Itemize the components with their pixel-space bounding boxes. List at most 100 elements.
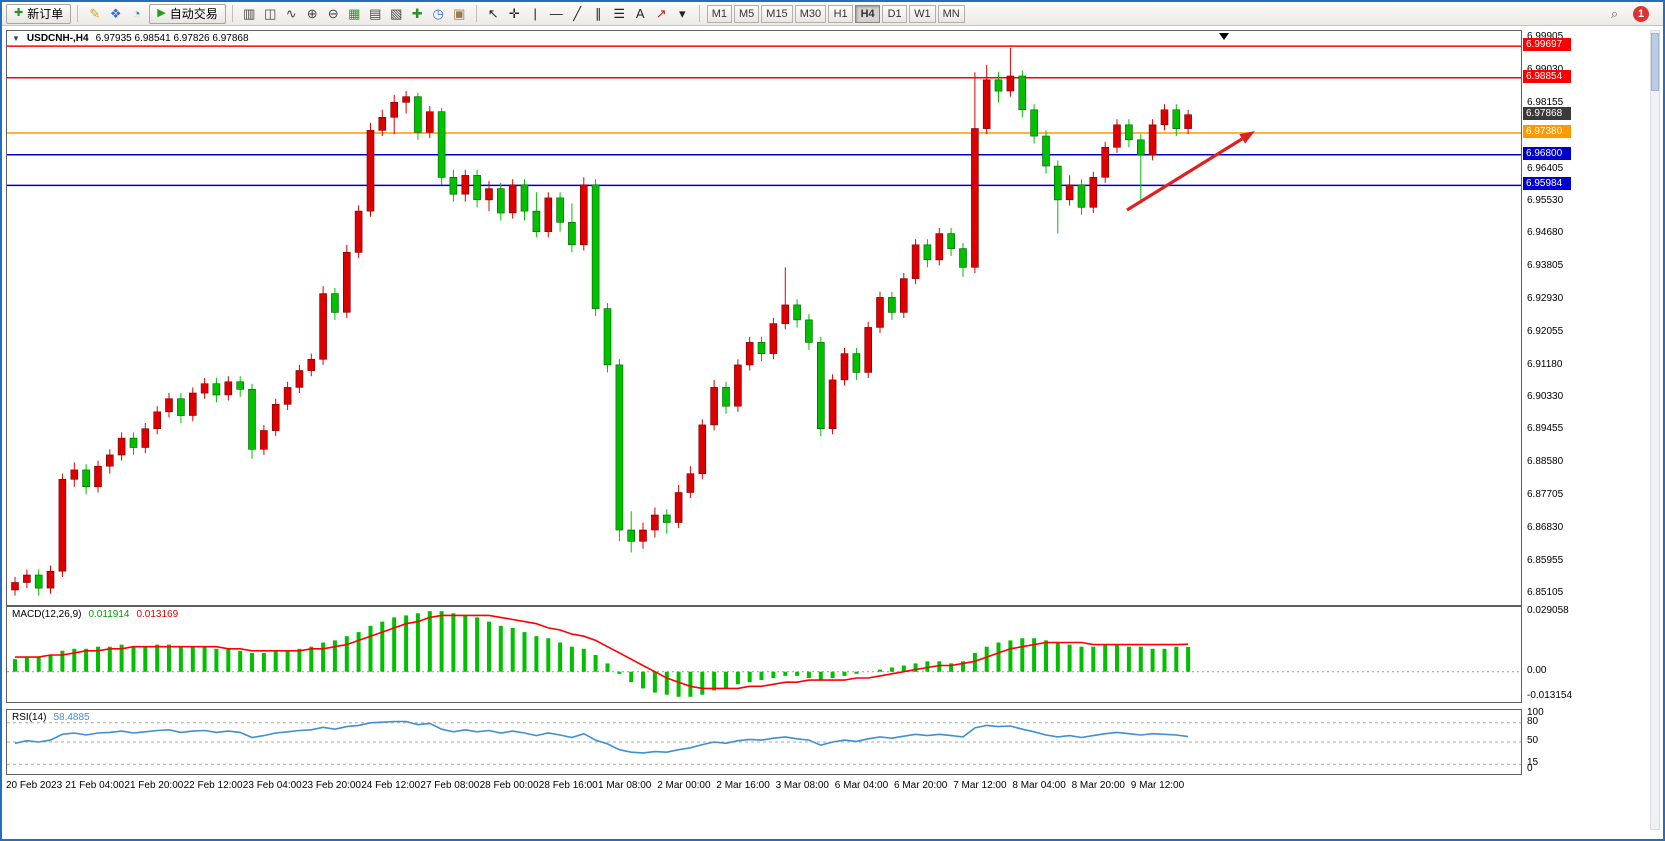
shapes-dropdown-icon[interactable]: ▾ (678, 5, 686, 21)
tab-timeframe-M15[interactable]: M15 (761, 4, 793, 23)
price-pane[interactable]: ▼ USDCNH-,H4 6.97935 6.98541 6.97826 6.9… (6, 30, 1522, 606)
templates-icon[interactable]: ▣ (453, 5, 466, 21)
time-axis-label: 20 Feb 2023 (6, 780, 63, 791)
time-axis[interactable]: 20 Feb 2023 21 Feb 04:00 21 Feb 20:00 22 Fe… (6, 778, 1522, 796)
crosshair-icon[interactable]: ✛ (508, 5, 520, 21)
time-axis-label: 3 Mar 08:00 (775, 780, 829, 791)
price-scale-label: 6.94680 (1527, 227, 1564, 239)
tile-windows-icon[interactable]: ▤ (369, 5, 382, 21)
price-scale-label: 6.90330 (1527, 390, 1564, 402)
price-scale[interactable]: 6.999056.990306.981556.972806.964056.955… (1523, 30, 1593, 606)
tab-timeframe-M1[interactable]: M1 (706, 4, 732, 23)
tab-timeframe-H4[interactable]: H4 (855, 4, 881, 23)
arrows-icon[interactable]: ↗ (655, 5, 667, 21)
price-scale-label: 6.98155 (1527, 96, 1564, 108)
macd-scale-label: 0.029058 (1527, 605, 1569, 616)
toolbar: ✚ 新订单 ✎ ❖ ◔ ▶ 自动交易 ▥ ◫ ∿ ⊕ ⊖ ▦ ▤ ▧ ✚ ◷ ▣ ↖ ✛ | ― ╱ ∥ ☰ A ↗ ▾ … (2, 2, 1663, 26)
rsi-value: 58.4885 (53, 712, 90, 723)
tab-timeframe-MN[interactable]: MN (937, 4, 965, 23)
notification-badge[interactable]: 1 (1633, 5, 1649, 22)
rsi-pane[interactable]: RSI(14) 58.4885 (6, 709, 1522, 775)
zoom-in-icon[interactable]: ⊕ (306, 5, 318, 21)
symbol-period-label: USDCNH-,H4 (26, 33, 89, 44)
new-order-button[interactable]: ✚ 新订单 (6, 3, 72, 24)
tab-timeframe-W1[interactable]: W1 (909, 4, 936, 23)
chart-shift-marker[interactable] (1219, 33, 1229, 40)
time-axis-label: 21 Feb 04:00 (65, 780, 125, 791)
candlestick-chart[interactable] (7, 31, 1521, 605)
price-scale-label: 6.93805 (1527, 260, 1564, 272)
price-scale-label: 6.92055 (1527, 325, 1564, 337)
cascade-windows-icon[interactable]: ▧ (390, 5, 403, 21)
time-axis-label: 28 Feb 16:00 (538, 780, 598, 791)
tab-timeframe-M5[interactable]: M5 (734, 4, 760, 23)
macd-pane[interactable]: MACD(12,26,9) 0.011914 0.013169 (6, 606, 1522, 703)
cursor-icon[interactable]: ↖ (487, 5, 499, 21)
hline-price-badge: 6.97380 (1523, 125, 1571, 139)
horizontal-line-icon[interactable]: ― (549, 6, 563, 21)
price-scale-label: 6.85955 (1527, 554, 1564, 566)
time-axis-label: 2 Mar 00:00 (657, 780, 711, 791)
hline-price-badge: 6.95984 (1523, 177, 1571, 191)
timeframe-toolbar: M1 M5 M15 M30 H1 H4 D1 W1 MN (706, 4, 966, 23)
price-scale-label: 6.91180 (1527, 358, 1563, 370)
periods-icon[interactable]: ◷ (432, 5, 444, 21)
time-axis-label: 22 Feb 12:00 (183, 780, 243, 791)
line-chart-icon[interactable]: ∿ (285, 5, 297, 21)
auto-arrange-icon[interactable]: ▦ (348, 5, 361, 21)
price-scale-label: 6.86830 (1527, 521, 1564, 533)
chart-title: ▼ USDCNH-,H4 6.97935 6.98541 6.97826 6.9… (12, 33, 249, 44)
time-axis-label: 21 Feb 20:00 (124, 780, 184, 791)
tab-timeframe-M30[interactable]: M30 (794, 4, 827, 23)
vertical-line-icon[interactable]: | (533, 6, 537, 21)
toolbar-left-icon-group: ✎ ❖ ◔ (84, 4, 147, 24)
collapse-icon[interactable]: ▼ (12, 34, 20, 43)
current-price-badge: 6.97868 (1523, 106, 1571, 120)
ohlc-quote-label: 6.97935 6.98541 6.97826 6.97868 (95, 33, 249, 44)
metaeditor-icon[interactable]: ✎ (89, 5, 101, 21)
toolbar-separator (698, 5, 700, 22)
play-icon: ▶ (157, 7, 166, 19)
new-order-label: 新订单 (27, 7, 64, 21)
indicators-icon[interactable]: ✚ (411, 5, 423, 21)
price-scale-label: 6.99905 (1527, 31, 1564, 43)
price-scale-label: 6.96405 (1527, 162, 1564, 174)
macd-signal-value: 0.013169 (136, 609, 179, 620)
text-icon[interactable]: A (635, 6, 645, 21)
auto-trading-label: 自动交易 (169, 7, 218, 21)
time-axis-label: 23 Feb 04:00 (242, 780, 302, 791)
toolbar-separator (77, 5, 79, 22)
price-scale-label: 6.85105 (1527, 586, 1564, 598)
bar-chart-icon[interactable]: ▥ (243, 5, 256, 21)
toolbar-draw-icon-group: ↖ ✛ | ― ╱ ∥ ☰ A ↗ ▾ (483, 4, 693, 24)
candlestick-chart-icon[interactable]: ◫ (264, 5, 277, 21)
macd-label: MACD(12,26,9) (12, 609, 82, 620)
tab-timeframe-D1[interactable]: D1 (882, 4, 908, 23)
hline-price-badge: 6.98854 (1523, 69, 1571, 83)
profiles-icon[interactable]: ❖ (109, 5, 122, 21)
macd-chart[interactable] (7, 607, 1521, 702)
data-window-icon[interactable]: ◔ (132, 6, 141, 21)
auto-trading-button[interactable]: ▶ 自动交易 (149, 3, 226, 24)
scrollbar-thumb[interactable] (1651, 33, 1659, 91)
fibonacci-icon[interactable]: ☰ (613, 5, 626, 21)
rsi-scale-label: 0 (1527, 763, 1533, 774)
channel-icon[interactable]: ∥ (594, 5, 602, 21)
time-axis-label: 6 Mar 04:00 (834, 780, 889, 791)
time-axis-label: 24 Feb 12:00 (361, 780, 421, 791)
price-scale-label: 6.99030 (1527, 64, 1563, 75)
search-icon[interactable]: ⌕ (1610, 5, 1619, 21)
price-scale-label: 6.95530 (1527, 195, 1564, 207)
vertical-scrollbar[interactable] (1650, 30, 1660, 830)
toolbar-separator (475, 5, 477, 22)
rsi-scale-label: 50 (1527, 735, 1539, 746)
rsi-chart[interactable] (7, 710, 1521, 774)
toolbar-chart-icon-group: ▥ ◫ ∿ ⊕ ⊖ ▦ ▤ ▧ ✚ ◷ ▣ (239, 4, 470, 24)
hline-price-badge: 6.99697 (1523, 38, 1571, 52)
macd-scale[interactable]: 0.029058 0.00 -0.013154 (1523, 605, 1593, 703)
rsi-scale[interactable]: 100 80 50 15 0 (1523, 707, 1593, 775)
zoom-out-icon[interactable]: ⊖ (327, 5, 339, 21)
tab-timeframe-H1[interactable]: H1 (828, 4, 854, 23)
trendline-icon[interactable]: ╱ (573, 5, 582, 21)
